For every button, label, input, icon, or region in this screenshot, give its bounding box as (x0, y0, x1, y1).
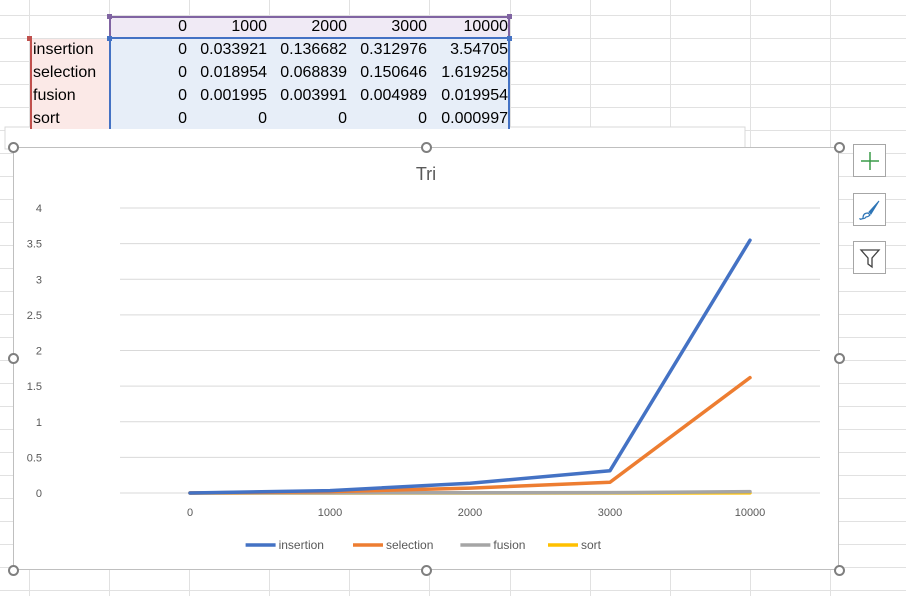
selection-handle[interactable] (27, 36, 32, 41)
y-tick-label: 4 (36, 203, 42, 215)
resize-handle-bottom[interactable] (421, 565, 432, 576)
brush-icon (858, 200, 879, 220)
selection-handle[interactable] (107, 14, 112, 19)
resize-handle-bottom-right[interactable] (834, 565, 845, 576)
data-cell[interactable]: 3.54705 (450, 41, 508, 58)
y-tick-label: 1.5 (27, 381, 42, 393)
selection-handle[interactable] (507, 36, 512, 41)
legend-label-sort[interactable]: sort (581, 538, 602, 552)
data-cell[interactable]: 0.004989 (360, 87, 427, 104)
row-label-insertion[interactable]: insertion (33, 41, 94, 58)
resize-handle-left[interactable] (8, 353, 19, 364)
resize-handle-right[interactable] (834, 353, 845, 364)
x-tick-label: 0 (187, 507, 193, 519)
row-labels-selection (30, 39, 110, 129)
filter-icon (859, 248, 880, 268)
data-cell[interactable]: 0.068839 (280, 64, 347, 81)
selection-handle[interactable] (507, 14, 512, 19)
y-tick-label: 1 (36, 417, 42, 429)
line-chart: Tri 0 0.5 1 1.5 2 2.5 3 3.5 4 0 1000 2000 3000 10000 in… (27, 164, 820, 552)
header-cell[interactable]: 2000 (311, 18, 347, 35)
chart-elements-button[interactable] (853, 144, 886, 177)
x-tick-label: 3000 (598, 507, 622, 519)
data-cell[interactable]: 0 (178, 41, 187, 58)
data-cell[interactable]: 0.018954 (200, 64, 267, 81)
plus-icon (860, 151, 879, 170)
chart-title[interactable]: Tri (416, 164, 436, 184)
header-cell[interactable]: 1000 (231, 18, 267, 35)
row-label-sort[interactable]: sort (33, 110, 60, 127)
y-tick-label: 3.5 (27, 239, 42, 251)
legend-label-insertion[interactable]: insertion (279, 538, 324, 552)
resize-handle-top[interactable] (421, 142, 432, 153)
chart-filters-button[interactable] (853, 241, 886, 274)
chart-styles-button[interactable] (853, 193, 886, 226)
header-cell[interactable]: 10000 (463, 18, 509, 35)
x-tick-label: 2000 (458, 507, 482, 519)
data-cell[interactable]: 0.312976 (360, 41, 427, 58)
data-cell[interactable]: 0.136682 (280, 41, 347, 58)
data-cell[interactable]: 0 (338, 110, 347, 127)
legend-label-fusion[interactable]: fusion (493, 538, 525, 552)
header-cell[interactable]: 3000 (391, 18, 427, 35)
data-cell[interactable]: 0.150646 (360, 64, 427, 81)
data-cell[interactable]: 1.619258 (441, 64, 508, 81)
series-line-insertion[interactable] (188, 238, 752, 495)
resize-handle-top-right[interactable] (834, 142, 845, 153)
data-cell[interactable]: 0.001995 (200, 87, 267, 104)
data-cell[interactable]: 0 (178, 87, 187, 104)
data-cell[interactable]: 0 (258, 110, 267, 127)
y-tick-label: 2 (36, 346, 42, 358)
header-cell[interactable]: 0 (178, 18, 187, 35)
resize-handle-bottom-left[interactable] (8, 565, 19, 576)
row-label-selection[interactable]: selection (33, 64, 97, 81)
data-range-selection (109, 37, 510, 129)
y-tick-label: 0 (36, 488, 42, 500)
y-tick-label: 2.5 (27, 310, 42, 322)
data-cell[interactable]: 0.000997 (441, 110, 508, 127)
row-label-fusion[interactable]: fusion (33, 87, 76, 104)
x-tick-label: 10000 (735, 507, 766, 519)
data-cell[interactable]: 0.033921 (200, 41, 267, 58)
y-tick-label: 3 (36, 274, 42, 286)
header-row-selection (109, 16, 510, 37)
legend-label-selection[interactable]: selection (386, 538, 433, 552)
data-cell[interactable]: 0.003991 (280, 87, 347, 104)
y-tick-label: 0.5 (27, 452, 42, 464)
series-line-selection[interactable] (188, 375, 752, 495)
data-cell[interactable]: 0 (418, 110, 427, 127)
x-tick-label: 1000 (318, 507, 342, 519)
chart-area[interactable]: Tri 0 0.5 1 1.5 2 2.5 3 3.5 4 0 1000 2000 3000 10000 in… (13, 147, 839, 570)
data-cell[interactable]: 0 (178, 64, 187, 81)
data-cell[interactable]: 0.019954 (441, 87, 508, 104)
selection-handle[interactable] (107, 36, 112, 41)
data-cell[interactable]: 0 (178, 110, 187, 127)
resize-handle-top-left[interactable] (8, 142, 19, 153)
